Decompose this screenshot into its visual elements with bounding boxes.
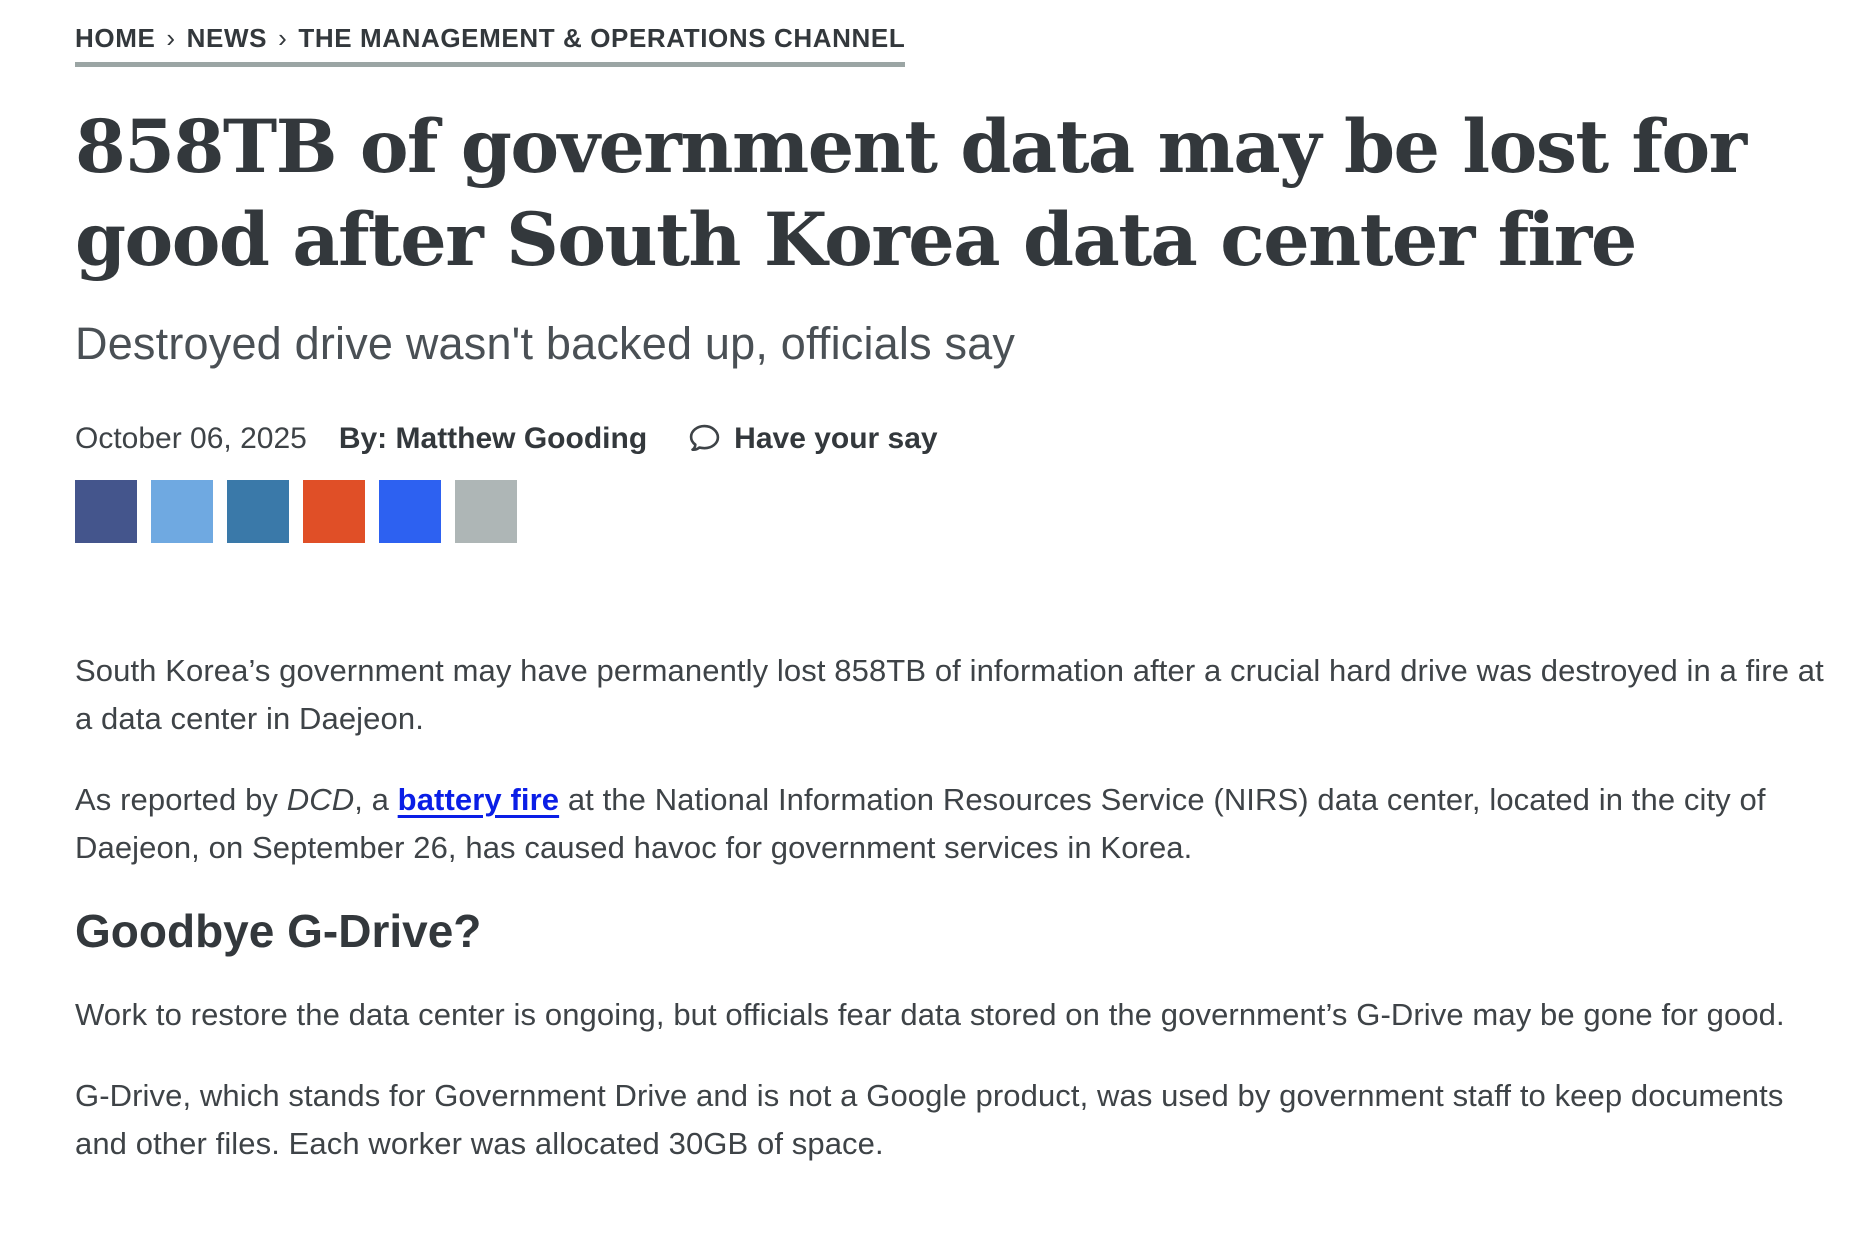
paragraph-2-segment-1: As reported by xyxy=(75,782,287,817)
paragraph-2-segment-3: at the National Information Resources Se… xyxy=(75,782,1766,865)
article-title-line-1: 858TB of government data may be lost for xyxy=(75,104,1747,190)
article-title-line-2: good after South Korea data center fire xyxy=(75,197,1637,283)
byline-row: October 06, 2025 By: Matthew Gooding Hav… xyxy=(75,421,1837,456)
article-body: South Korea’s government may have perman… xyxy=(75,647,1837,1168)
byline-author: By: Matthew Gooding xyxy=(339,422,647,456)
breadcrumb-link-2[interactable]: NEWS xyxy=(186,23,268,53)
byline-prefix: By: xyxy=(338,421,388,455)
paragraph-4: G-Drive, which stands for Government Dri… xyxy=(75,1078,1784,1161)
paragraph-3: Work to restore the data center is ongoi… xyxy=(75,997,1785,1032)
breadcrumb-link-1[interactable]: HOME xyxy=(75,23,156,53)
article-title: 858TB of government data may be lost for… xyxy=(75,101,1837,287)
publication-name: DCD xyxy=(286,782,355,817)
share-button-5[interactable] xyxy=(379,480,441,543)
have-your-say-link[interactable]: Have your say xyxy=(687,421,938,456)
share-button-1[interactable] xyxy=(75,480,137,543)
article-subtitle: Destroyed drive wasn't backed up, offici… xyxy=(75,318,1016,369)
paragraph-1: South Korea’s government may have perman… xyxy=(75,653,1824,736)
article-page: HOME › NEWS › THE MANAGEMENT & OPERATIONS CH… xyxy=(75,22,1837,1168)
have-your-say-label: Have your say xyxy=(734,421,938,455)
share-button-4[interactable] xyxy=(303,480,365,543)
breadcrumb-link-3[interactable]: THE MANAGEMENT & OPERATIONS CHANNEL xyxy=(298,23,906,53)
article-date: October 06, 2025 xyxy=(75,421,307,455)
paragraph-2: As reported by DCD, a battery fire at th… xyxy=(75,776,1837,872)
author-name: Matthew Gooding xyxy=(395,421,648,455)
share-button-3[interactable] xyxy=(227,480,289,543)
paragraph-2-segment-2: , a xyxy=(354,782,398,817)
breadcrumb: HOME › NEWS › THE MANAGEMENT & OPERATIONS CH… xyxy=(75,22,906,67)
battery-fire-link[interactable]: battery fire xyxy=(397,782,560,817)
breadcrumb-separator: › xyxy=(166,23,176,53)
breadcrumb-separator: › xyxy=(278,23,288,53)
share-button-6[interactable] xyxy=(455,480,517,543)
speech-bubble-icon xyxy=(687,421,722,456)
share-row xyxy=(75,480,1837,543)
share-button-2[interactable] xyxy=(151,480,213,543)
section-heading-goodbye-g-drive: Goodbye G-Drive? xyxy=(75,905,482,957)
